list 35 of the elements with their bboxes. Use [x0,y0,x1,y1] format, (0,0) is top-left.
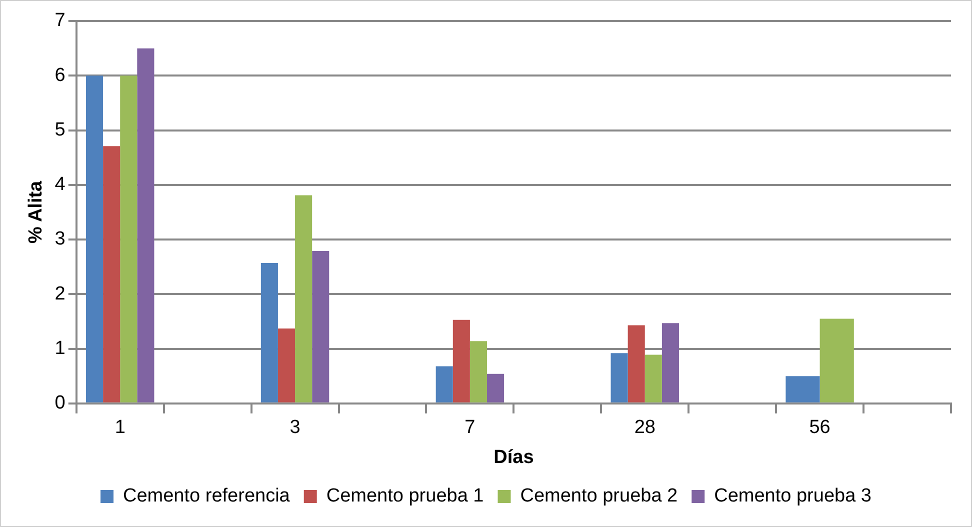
legend-label: Cemento prueba 2 [520,486,678,507]
bar [610,353,628,402]
bar [120,76,138,402]
bar [103,146,120,402]
x-tick-label: 7 [464,417,476,438]
bar [644,354,662,402]
legend-label: Cemento referencia [123,486,290,507]
bar [470,341,488,402]
y-tick-label: 1 [54,338,66,360]
bar [487,374,504,402]
x-tick-label: 3 [290,417,300,438]
x-tick-label: 1 [114,417,126,438]
bar [86,76,104,402]
y-tick-label: 3 [54,228,66,250]
bar [137,48,154,402]
bar [662,323,679,402]
x-axis-title: Días [494,446,534,468]
y-tick-label: 0 [54,392,66,414]
x-tick-label: 56 [809,417,830,438]
bar [295,195,312,402]
y-tick-label: 7 [54,10,66,32]
y-tick-label: 6 [54,64,66,86]
y-axis-title: % Alita [26,180,47,244]
bar [436,366,453,402]
legend-label: Cemento prueba 3 [714,486,872,507]
bar [312,250,330,402]
bar [628,325,645,402]
y-tick-label: 5 [54,119,66,140]
x-tick-label: 28 [634,417,656,438]
bar [260,263,278,402]
y-tick-label: 2 [54,283,66,304]
legend-label: Cemento prueba 1 [326,486,484,507]
y-tick-label: 4 [54,174,66,196]
bar [278,328,296,402]
bar [452,320,470,402]
